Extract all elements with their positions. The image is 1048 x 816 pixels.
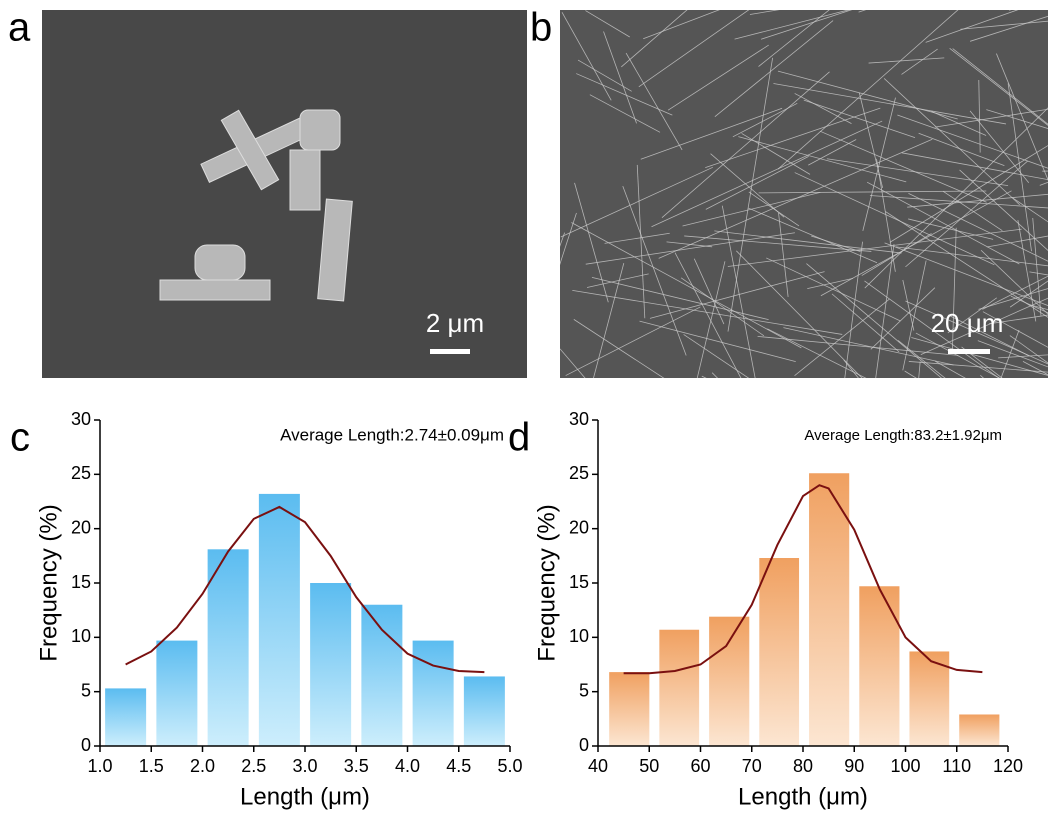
y-tick-label: 10	[569, 626, 589, 646]
panel-label: c	[10, 416, 30, 460]
bar	[809, 473, 849, 746]
bar	[859, 586, 899, 746]
needle	[702, 376, 810, 429]
bar	[105, 688, 146, 746]
annotation: Average Length:83.2±1.92μm	[804, 427, 1002, 444]
x-tick-label: 1.5	[139, 756, 164, 776]
bar	[156, 641, 197, 746]
needle	[712, 373, 900, 563]
y-axis-label: Frequency (%)	[533, 504, 560, 661]
bar	[609, 672, 649, 746]
y-tick-label: 10	[71, 626, 91, 646]
bar	[413, 641, 454, 746]
y-tick-label: 25	[569, 463, 589, 483]
x-tick-label: 4.5	[446, 756, 471, 776]
needle	[1009, 0, 1047, 10]
x-tick-label: 100	[890, 756, 920, 776]
y-tick-label: 15	[569, 572, 589, 592]
bar	[659, 630, 699, 746]
panel-label: a	[8, 6, 31, 50]
panel-label: b	[530, 6, 552, 50]
x-tick-label: 80	[793, 756, 813, 776]
x-tick-label: 110	[942, 756, 971, 776]
x-axis-label: Length (μm)	[240, 783, 370, 810]
annotation: Average Length:2.74±0.09μm	[280, 425, 504, 444]
needle	[905, 371, 1048, 469]
x-tick-label: 120	[993, 756, 1023, 776]
x-tick-label: 5.0	[497, 756, 522, 776]
figure: a 2 μm b 20 μm 0 5 10 15 20 25 30 1.0 1.5 2.0 2.5 3…	[0, 0, 1048, 816]
scale-bar	[948, 349, 990, 354]
y-tick-label: 0	[81, 735, 91, 755]
x-axis-label: Length (μm)	[738, 783, 868, 810]
bar	[709, 617, 749, 746]
x-tick-label: 50	[639, 756, 659, 776]
bar	[759, 558, 799, 746]
y-tick-label: 30	[569, 409, 589, 429]
x-tick-label: 40	[588, 756, 608, 776]
scale-bar-label: 20 μm	[931, 308, 1004, 338]
panel-label: d	[508, 416, 530, 460]
y-tick-label: 5	[81, 680, 91, 700]
y-axis-label: Frequency (%)	[35, 504, 62, 661]
x-tick-label: 1.0	[87, 756, 112, 776]
x-tick-label: 4.0	[395, 756, 420, 776]
bar	[361, 605, 402, 746]
needle	[980, 375, 1048, 474]
needle	[844, 360, 989, 540]
y-tick-label: 0	[579, 735, 589, 755]
bar	[310, 583, 351, 746]
scale-bar	[430, 349, 470, 354]
bar	[208, 549, 249, 746]
y-tick-label: 20	[71, 517, 91, 537]
y-tick-label: 30	[71, 409, 91, 429]
bar	[464, 676, 505, 746]
x-tick-label: 2.0	[190, 756, 215, 776]
bar	[259, 494, 300, 746]
x-tick-label: 3.0	[292, 756, 317, 776]
x-tick-label: 2.5	[241, 756, 266, 776]
y-tick-label: 5	[579, 680, 589, 700]
x-tick-label: 70	[742, 756, 762, 776]
x-tick-label: 90	[844, 756, 864, 776]
x-tick-label: 3.5	[344, 756, 369, 776]
y-tick-label: 20	[569, 517, 589, 537]
x-tick-label: 60	[690, 756, 710, 776]
y-tick-label: 25	[71, 463, 91, 483]
bar	[959, 714, 999, 746]
scale-bar-label: 2 μm	[426, 308, 484, 338]
y-tick-label: 15	[71, 572, 91, 592]
